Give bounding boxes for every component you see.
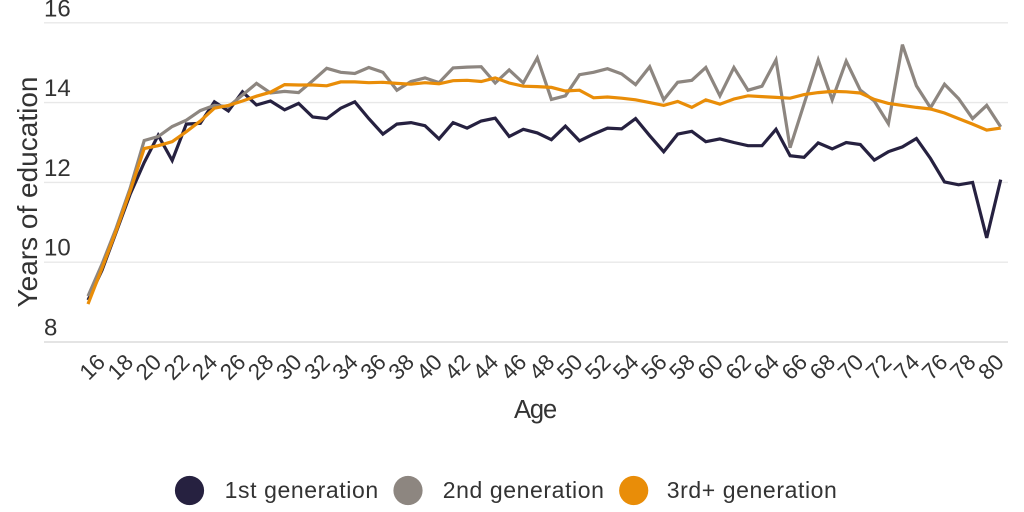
svg-text:12: 12: [44, 155, 71, 182]
svg-text:8: 8: [44, 315, 57, 342]
svg-text:14: 14: [44, 75, 71, 102]
svg-text:10: 10: [44, 235, 71, 262]
svg-text:Years of education: Years of education: [12, 77, 43, 308]
svg-text:1st generation: 1st generation: [225, 477, 379, 503]
svg-text:3rd+ generation: 3rd+ generation: [667, 477, 838, 503]
svg-text:Age: Age: [514, 396, 557, 424]
svg-text:16: 16: [44, 0, 71, 22]
svg-text:2nd generation: 2nd generation: [443, 477, 605, 503]
